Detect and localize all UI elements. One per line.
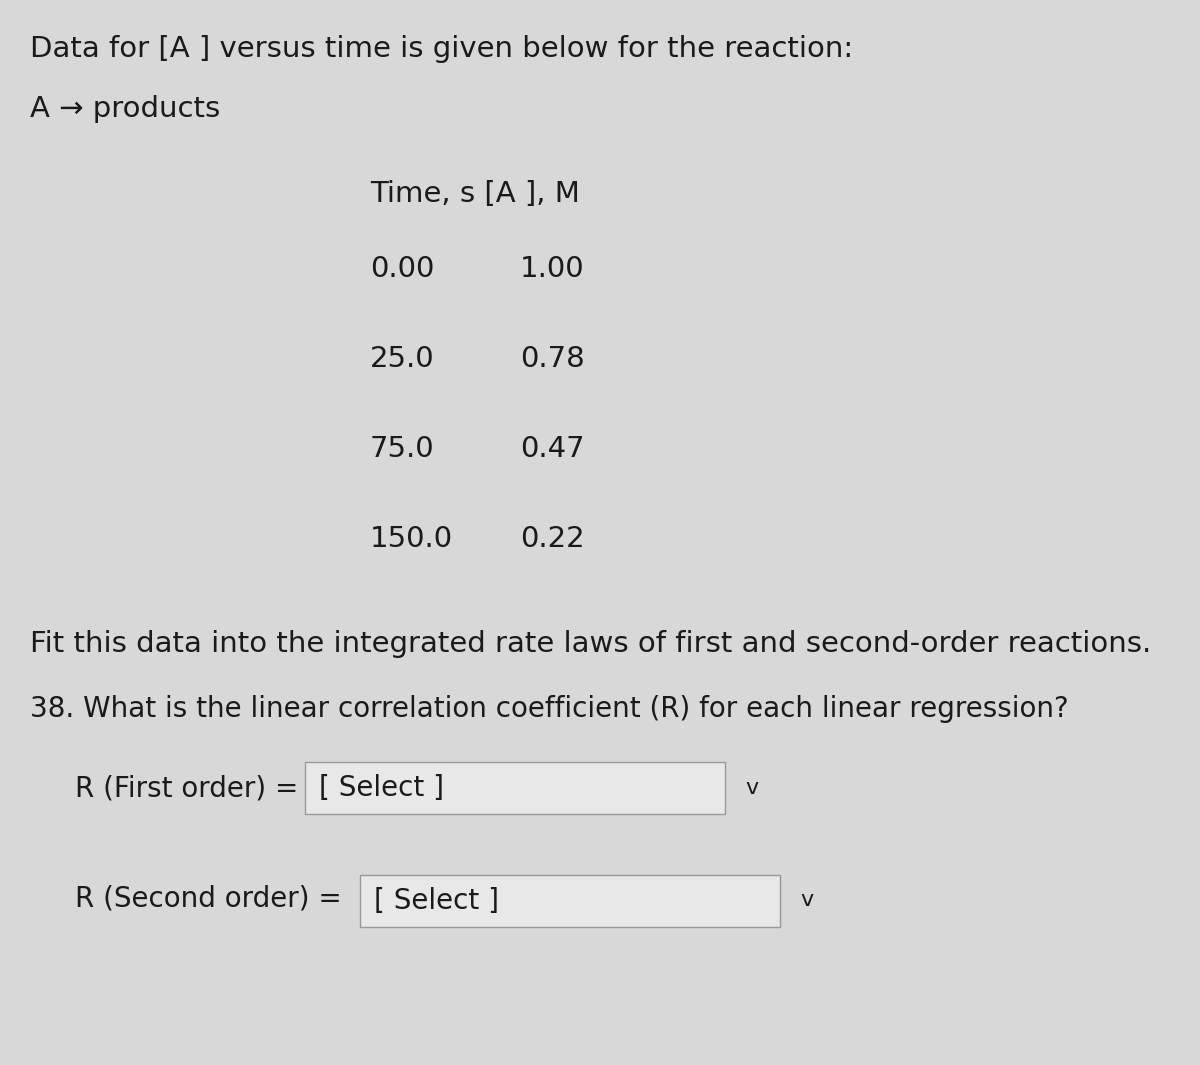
- Text: v: v: [800, 890, 814, 910]
- Text: 0.47: 0.47: [520, 435, 584, 463]
- Text: 75.0: 75.0: [370, 435, 434, 463]
- Text: 25.0: 25.0: [370, 345, 434, 373]
- Text: A → products: A → products: [30, 95, 221, 122]
- Text: R (First order) =: R (First order) =: [74, 775, 299, 803]
- Text: 1.00: 1.00: [520, 255, 584, 283]
- Text: 0.00: 0.00: [370, 255, 434, 283]
- Text: Time, s [A ], M: Time, s [A ], M: [370, 180, 580, 208]
- Text: Data for [A ] versus time is given below for the reaction:: Data for [A ] versus time is given below…: [30, 35, 853, 63]
- Text: [ Select ]: [ Select ]: [374, 887, 499, 915]
- Text: 0.22: 0.22: [520, 525, 584, 553]
- Text: 0.78: 0.78: [520, 345, 584, 373]
- Text: 38. What is the linear correlation coefficient (R) for each linear regression?: 38. What is the linear correlation coeff…: [30, 695, 1069, 723]
- FancyBboxPatch shape: [360, 875, 780, 927]
- FancyBboxPatch shape: [305, 761, 725, 814]
- Text: [ Select ]: [ Select ]: [319, 774, 444, 802]
- Text: v: v: [745, 779, 758, 798]
- Text: Fit this data into the integrated rate laws of first and second-order reactions.: Fit this data into the integrated rate l…: [30, 630, 1151, 658]
- Text: R (Second order) =: R (Second order) =: [74, 885, 342, 913]
- Text: 150.0: 150.0: [370, 525, 454, 553]
